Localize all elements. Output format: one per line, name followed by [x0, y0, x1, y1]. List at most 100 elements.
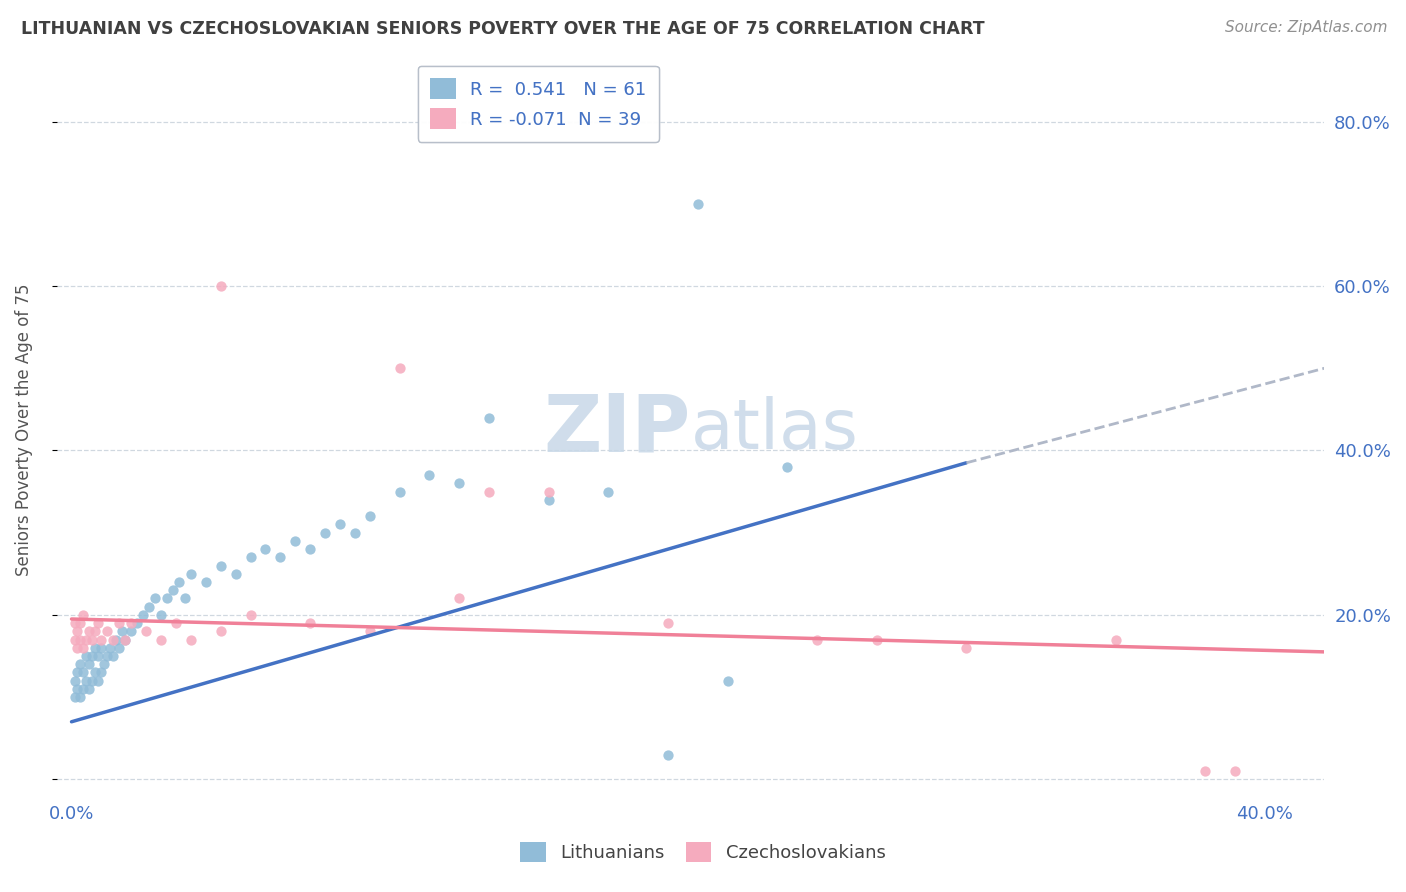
Point [87, 648, 110, 663]
Point [79, 681, 101, 696]
Point [162, 583, 184, 598]
Text: LITHUANIAN VS CZECHOSLOVAKIAN SENIORS POVERTY OVER THE AGE OF 75 CORRELATION CHA: LITHUANIAN VS CZECHOSLOVAKIAN SENIORS PO… [21, 20, 984, 37]
Point [82, 632, 104, 647]
Point [114, 632, 136, 647]
Y-axis label: Seniors Poverty Over the Age of 75: Seniors Poverty Over the Age of 75 [15, 284, 32, 576]
Point [173, 591, 195, 606]
Point [299, 542, 322, 557]
Text: ZIP: ZIP [543, 391, 690, 469]
Point [150, 607, 173, 622]
Point [167, 574, 190, 589]
Point [79, 657, 101, 672]
Point [329, 517, 352, 532]
Point [1223, 764, 1246, 778]
Point [359, 509, 381, 524]
Point [239, 607, 262, 622]
Point [866, 632, 889, 647]
Point [254, 542, 277, 557]
Point [209, 279, 232, 293]
Point [69, 690, 91, 705]
Point [180, 566, 202, 581]
Point [72, 640, 94, 655]
Point [537, 484, 560, 499]
Point [156, 591, 179, 606]
Point [388, 361, 411, 376]
Point [93, 657, 115, 672]
Point [239, 550, 262, 565]
Point [806, 632, 828, 647]
Point [120, 624, 142, 639]
Point [96, 624, 118, 639]
Point [63, 616, 86, 631]
Point [127, 616, 149, 631]
Point [114, 632, 136, 647]
Point [225, 566, 247, 581]
Point [478, 484, 501, 499]
Point [343, 525, 366, 540]
Point [449, 476, 471, 491]
Point [69, 657, 91, 672]
Point [314, 525, 336, 540]
Point [299, 616, 322, 631]
Point [66, 681, 89, 696]
Text: atlas: atlas [690, 396, 859, 464]
Point [537, 492, 560, 507]
Point [717, 673, 740, 688]
Point [108, 616, 131, 631]
Point [72, 665, 94, 680]
Point [105, 632, 128, 647]
Point [165, 616, 187, 631]
Point [111, 624, 134, 639]
Point [657, 747, 679, 762]
Point [75, 648, 97, 663]
Point [90, 632, 112, 647]
Point [90, 640, 112, 655]
Point [209, 624, 232, 639]
Point [84, 640, 107, 655]
Point [138, 599, 160, 614]
Point [209, 558, 232, 573]
Point [686, 197, 709, 211]
Point [388, 484, 411, 499]
Point [1104, 632, 1126, 647]
Point [135, 624, 157, 639]
Point [72, 607, 94, 622]
Point [194, 574, 217, 589]
Point [776, 459, 799, 474]
Point [143, 591, 166, 606]
Point [69, 632, 91, 647]
Legend: Lithuanians, Czechoslovakians: Lithuanians, Czechoslovakians [513, 834, 893, 870]
Point [120, 616, 142, 631]
Point [180, 632, 202, 647]
Point [87, 616, 110, 631]
Point [87, 673, 110, 688]
Point [82, 648, 104, 663]
Legend: R =  0.541   N = 61, R = -0.071  N = 39: R = 0.541 N = 61, R = -0.071 N = 39 [418, 66, 659, 142]
Point [84, 665, 107, 680]
Point [103, 648, 125, 663]
Point [955, 640, 977, 655]
Point [150, 632, 173, 647]
Point [449, 591, 471, 606]
Point [82, 673, 104, 688]
Point [108, 640, 131, 655]
Point [66, 665, 89, 680]
Point [96, 648, 118, 663]
Point [103, 632, 125, 647]
Point [90, 665, 112, 680]
Point [63, 632, 86, 647]
Point [598, 484, 620, 499]
Point [359, 624, 381, 639]
Point [98, 640, 121, 655]
Text: Source: ZipAtlas.com: Source: ZipAtlas.com [1225, 20, 1388, 35]
Point [75, 632, 97, 647]
Point [63, 690, 86, 705]
Point [657, 616, 679, 631]
Point [418, 468, 440, 483]
Point [66, 640, 89, 655]
Point [478, 410, 501, 425]
Point [66, 624, 89, 639]
Point [63, 673, 86, 688]
Point [79, 624, 101, 639]
Point [1194, 764, 1216, 778]
